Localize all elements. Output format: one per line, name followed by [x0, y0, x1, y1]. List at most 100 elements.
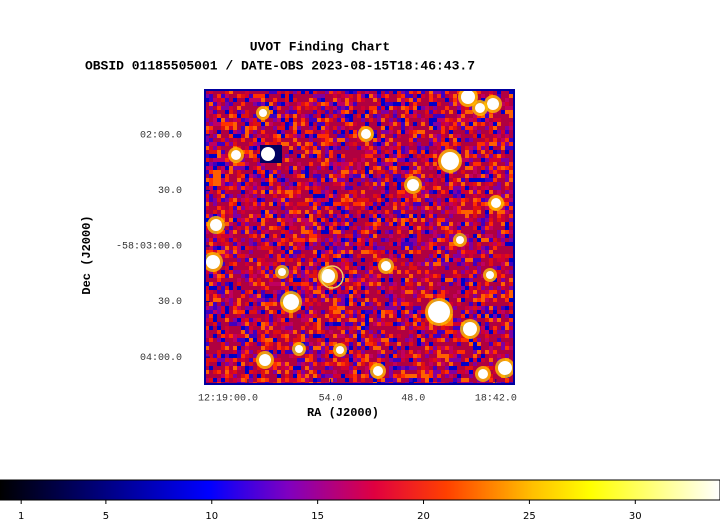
pixel [493, 142, 497, 146]
pixel [485, 306, 489, 310]
pixel [329, 154, 333, 158]
pixel [345, 274, 349, 278]
pixel [473, 250, 477, 254]
pixel [505, 378, 509, 382]
pixel [269, 294, 273, 298]
pixel [289, 118, 293, 122]
star [231, 150, 241, 160]
pixel [329, 362, 333, 366]
pixel [245, 94, 249, 98]
pixel [369, 330, 373, 334]
pixel [485, 190, 489, 194]
pixel [337, 118, 341, 122]
pixel [245, 118, 249, 122]
pixel [457, 278, 461, 282]
pixel [313, 142, 317, 146]
pixel [349, 98, 353, 102]
pixel [465, 190, 469, 194]
pixel [225, 186, 229, 190]
pixel [301, 166, 305, 170]
pixel [445, 90, 449, 94]
pixel [457, 374, 461, 378]
pixel [365, 250, 369, 254]
pixel [481, 94, 485, 98]
pixel [509, 290, 513, 294]
pixel [221, 190, 225, 194]
pixel [409, 314, 413, 318]
pixel [221, 358, 225, 362]
pixel [429, 218, 433, 222]
pixel [269, 274, 273, 278]
pixel [345, 198, 349, 202]
pixel [453, 102, 457, 106]
pixel [349, 142, 353, 146]
pixel [273, 90, 277, 94]
pixel [377, 162, 381, 166]
pixel [289, 314, 293, 318]
pixel [417, 250, 421, 254]
pixel [273, 338, 277, 342]
pixel [389, 310, 393, 314]
pixel [209, 242, 213, 246]
pixel [361, 330, 365, 334]
pixel [433, 142, 437, 146]
pixel [361, 118, 365, 122]
pixel [469, 310, 473, 314]
pixel [413, 374, 417, 378]
pixel [321, 126, 325, 130]
pixel [453, 378, 457, 382]
pixel [317, 182, 321, 186]
pixel [309, 306, 313, 310]
pixel [421, 194, 425, 198]
pixel [373, 94, 377, 98]
pixel [393, 154, 397, 158]
pixel [225, 326, 229, 330]
pixel [317, 198, 321, 202]
pixel [205, 142, 209, 146]
pixel [301, 370, 305, 374]
pixel [401, 286, 405, 290]
pixel [329, 206, 333, 210]
pixel [317, 282, 321, 286]
pixel [369, 242, 373, 246]
pixel [357, 226, 361, 230]
pixel [329, 114, 333, 118]
pixel [409, 174, 413, 178]
pixel [225, 366, 229, 370]
pixel [345, 114, 349, 118]
pixel [489, 350, 493, 354]
pixel [457, 134, 461, 138]
pixel [213, 242, 217, 246]
pixel [469, 118, 473, 122]
pixel [301, 266, 305, 270]
pixel [353, 278, 357, 282]
star [206, 255, 220, 269]
pixel [509, 178, 513, 182]
pixel [425, 114, 429, 118]
pixel [437, 114, 441, 118]
pixel [377, 114, 381, 118]
pixel [281, 206, 285, 210]
pixel [409, 226, 413, 230]
pixel [505, 242, 509, 246]
pixel [377, 194, 381, 198]
pixel [389, 166, 393, 170]
pixel [445, 246, 449, 250]
pixel [353, 246, 357, 250]
star [407, 179, 419, 191]
pixel [489, 238, 493, 242]
pixel [445, 98, 449, 102]
pixel [293, 374, 297, 378]
pixel [345, 218, 349, 222]
pixel [341, 254, 345, 258]
pixel [369, 270, 373, 274]
pixel [509, 262, 513, 266]
pixel [389, 358, 393, 362]
pixel [317, 214, 321, 218]
pixel [257, 302, 261, 306]
pixel [497, 254, 501, 258]
pixel [509, 202, 513, 206]
pixel [285, 142, 289, 146]
pixel [277, 138, 281, 142]
pixel [353, 362, 357, 366]
